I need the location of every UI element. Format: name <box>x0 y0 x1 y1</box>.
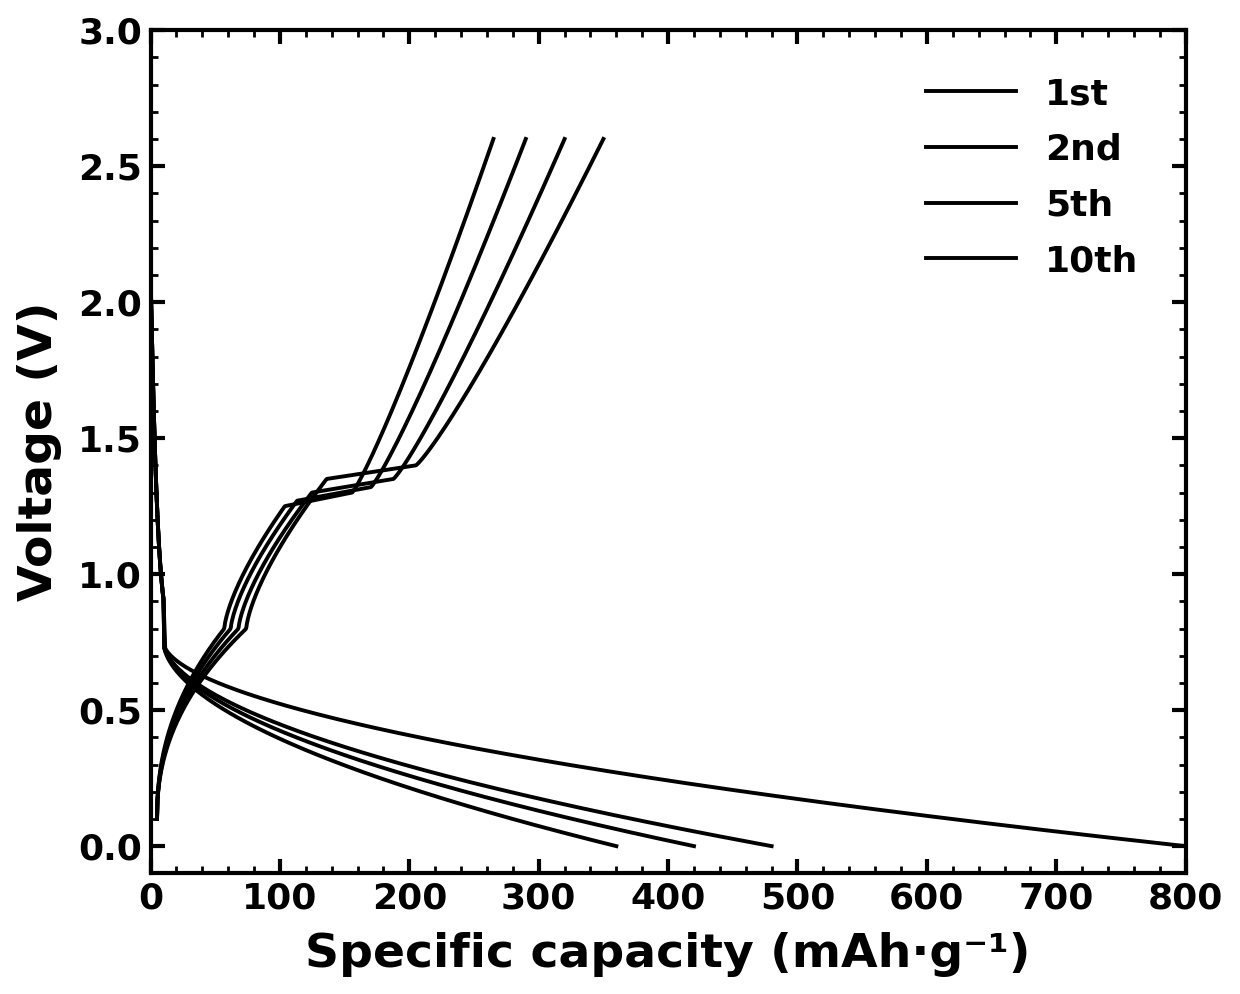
1st <box>914 809 929 821</box>
Line: 10th: 10th <box>150 275 616 846</box>
2nd <box>764 840 779 852</box>
1st <box>278 700 293 712</box>
10th <box>428 790 443 802</box>
2nd <box>228 700 243 712</box>
1st <box>362 721 377 733</box>
10th <box>210 700 224 712</box>
1st <box>1060 827 1075 839</box>
1st <box>769 790 784 802</box>
1st <box>143 269 157 281</box>
2nd <box>254 711 269 723</box>
5th <box>625 827 640 839</box>
10th <box>143 269 157 281</box>
2nd <box>521 790 536 802</box>
2nd <box>279 721 294 733</box>
Line: 2nd: 2nd <box>150 275 771 846</box>
5th <box>474 790 489 802</box>
Line: 1st: 1st <box>150 275 1185 846</box>
1st <box>321 711 336 723</box>
X-axis label: Specific capacity (mAh·g⁻¹): Specific capacity (mAh·g⁻¹) <box>305 932 1030 977</box>
Y-axis label: Voltage (V): Voltage (V) <box>16 302 62 601</box>
5th <box>263 721 278 733</box>
2nd <box>143 269 157 281</box>
10th <box>492 809 507 821</box>
10th <box>557 827 572 839</box>
1st <box>1178 840 1193 852</box>
5th <box>242 711 257 723</box>
2nd <box>606 809 621 821</box>
5th <box>687 840 702 852</box>
10th <box>609 840 624 852</box>
5th <box>549 809 564 821</box>
5th <box>143 269 157 281</box>
10th <box>248 721 263 733</box>
5th <box>219 700 234 712</box>
2nd <box>694 827 709 839</box>
Legend: 1st, 2nd, 5th, 10th: 1st, 2nd, 5th, 10th <box>898 49 1168 307</box>
Line: 5th: 5th <box>150 275 694 846</box>
10th <box>229 711 244 723</box>
